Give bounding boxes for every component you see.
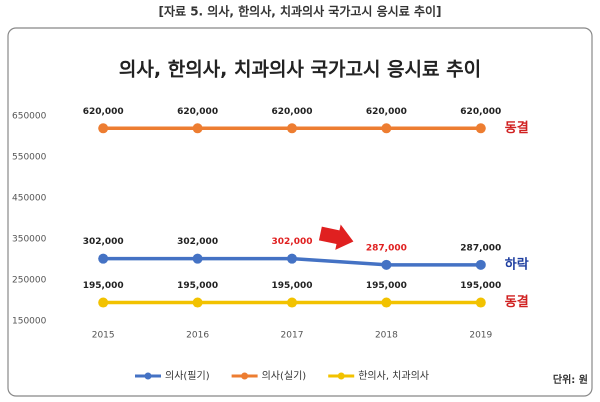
arrow bbox=[318, 224, 354, 250]
x-tick-label: 2018 bbox=[375, 331, 398, 341]
unit-note: 단위: 원 bbox=[553, 373, 588, 386]
legend-marker bbox=[144, 372, 152, 380]
value-label: 195,000 bbox=[366, 281, 407, 291]
legend-marker bbox=[241, 372, 249, 380]
value-label: 620,000 bbox=[272, 107, 313, 117]
end-label: 하락 bbox=[505, 256, 529, 272]
caption: [자료 5. 의사, 한의사, 치과의사 국가고시 응시료 추이] bbox=[158, 4, 441, 19]
point bbox=[381, 297, 392, 308]
value-label: 287,000 bbox=[366, 243, 407, 253]
y-tick-label: 550000 bbox=[12, 153, 47, 163]
point bbox=[192, 123, 203, 134]
point bbox=[475, 297, 486, 308]
point bbox=[98, 123, 109, 134]
chart-title: 의사, 한의사, 치과의사 국가고시 응시료 추이 bbox=[119, 59, 481, 81]
point bbox=[381, 259, 392, 270]
x-tick-label: 2019 bbox=[469, 331, 492, 341]
end-label: 동결 bbox=[505, 120, 529, 136]
value-label: 302,000 bbox=[272, 237, 313, 247]
value-label: 620,000 bbox=[177, 107, 218, 117]
x-tick-label: 2017 bbox=[281, 331, 304, 341]
point bbox=[192, 297, 203, 308]
legend-marker bbox=[337, 372, 345, 380]
point bbox=[381, 123, 392, 134]
y-tick-label: 150000 bbox=[12, 317, 47, 327]
point bbox=[475, 259, 486, 270]
y-tick-label: 350000 bbox=[12, 235, 47, 245]
value-label: 620,000 bbox=[83, 107, 124, 117]
value-label: 302,000 bbox=[83, 237, 124, 247]
point bbox=[192, 253, 203, 264]
value-label: 195,000 bbox=[177, 281, 218, 291]
point bbox=[475, 123, 486, 134]
value-label: 620,000 bbox=[366, 107, 407, 117]
y-tick-label: 650000 bbox=[12, 112, 47, 122]
legend-label: 의사(실기) bbox=[262, 370, 307, 382]
y-tick-label: 450000 bbox=[12, 194, 47, 204]
legend-label: 한의사, 치과의사 bbox=[358, 370, 429, 382]
value-label: 302,000 bbox=[177, 237, 218, 247]
point bbox=[287, 123, 297, 134]
value-label: 195,000 bbox=[83, 281, 124, 291]
point bbox=[98, 253, 109, 264]
value-label: 620,000 bbox=[460, 107, 501, 117]
x-tick-label: 2015 bbox=[92, 331, 115, 341]
point bbox=[287, 297, 297, 308]
frame bbox=[7, 27, 593, 397]
y-tick-label: 250000 bbox=[12, 276, 47, 286]
value-label: 287,000 bbox=[460, 243, 501, 253]
value-label: 195,000 bbox=[272, 281, 313, 291]
end-label: 동결 bbox=[505, 294, 529, 310]
point bbox=[287, 253, 297, 264]
legend-label: 의사(필기) bbox=[165, 370, 210, 382]
x-tick-label: 2016 bbox=[186, 331, 209, 341]
value-label: 195,000 bbox=[460, 281, 501, 291]
point bbox=[98, 297, 109, 308]
